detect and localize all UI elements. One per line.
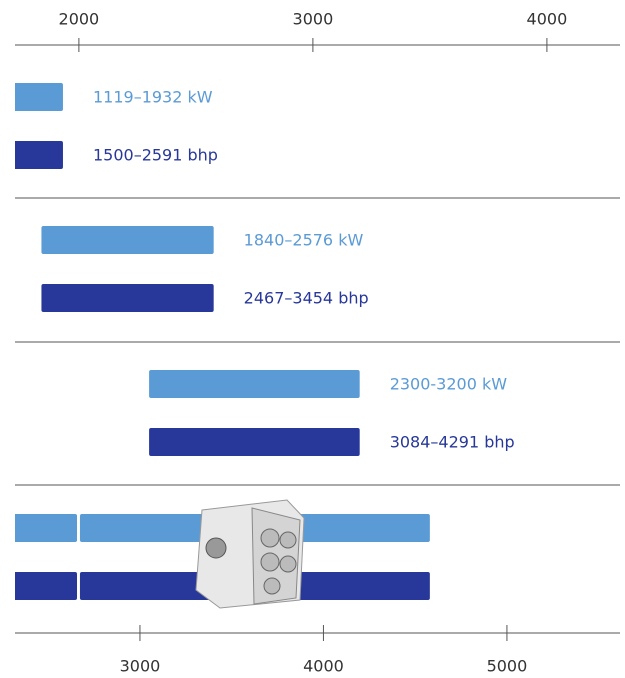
- kw-bar: [15, 514, 78, 542]
- kw-label: 2300-3200 kW: [390, 375, 508, 394]
- x-tick-label: 5000: [487, 657, 528, 676]
- x-tick-label: 4000: [527, 10, 568, 29]
- kw-label: 1840–2576 kW: [244, 231, 364, 250]
- bhp-label: 2467–3454 bhp: [244, 289, 369, 308]
- x-tick-label: 2000: [59, 10, 100, 29]
- bhp-bar: [15, 572, 78, 600]
- bhp-label: 3084–4291 bhp: [390, 433, 515, 452]
- bhp-bar: [149, 428, 360, 456]
- bhp-label: 1500–2591 bhp: [93, 146, 218, 165]
- kw-bar: [15, 83, 63, 111]
- x-tick-label: 3000: [120, 657, 161, 676]
- engine-image: [195, 499, 305, 609]
- kw-label: 1119–1932 kW: [93, 88, 213, 107]
- kw-bar: [41, 226, 214, 254]
- kw-bar: [149, 370, 360, 398]
- bhp-bar: [41, 284, 214, 312]
- x-tick-label: 3000: [293, 10, 334, 29]
- x-tick-label: 4000: [303, 657, 344, 676]
- bhp-bar: [15, 141, 63, 169]
